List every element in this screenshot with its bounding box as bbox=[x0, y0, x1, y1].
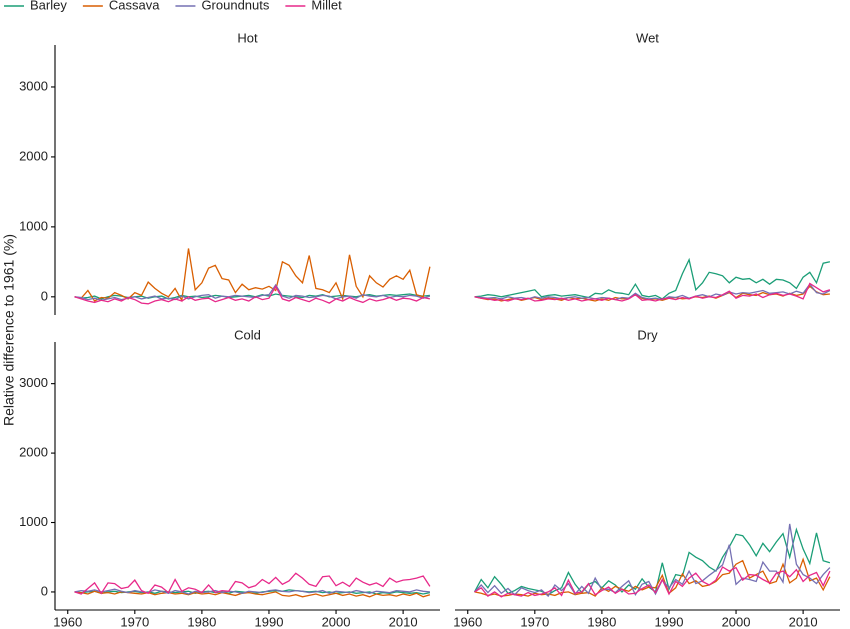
x-tick-label: 1990 bbox=[655, 614, 684, 629]
x-tick-label: 2000 bbox=[722, 614, 751, 629]
series-line bbox=[474, 523, 831, 598]
series-line bbox=[74, 283, 431, 301]
y-tick-label: 3000 bbox=[19, 375, 48, 390]
x-tick-label: 1980 bbox=[587, 614, 616, 629]
series-line bbox=[74, 248, 431, 303]
y-tick-label: 1000 bbox=[19, 514, 48, 529]
y-tick-label: 2000 bbox=[19, 148, 48, 163]
series-line bbox=[474, 283, 831, 301]
x-tick-label: 1970 bbox=[120, 614, 149, 629]
panel-title: Dry bbox=[637, 327, 658, 342]
series-line bbox=[74, 572, 431, 595]
x-tick-label: 1990 bbox=[255, 614, 284, 629]
panel-title: Wet bbox=[636, 30, 659, 45]
panel-title: Cold bbox=[234, 327, 261, 342]
legend-label: Millet bbox=[311, 0, 342, 12]
x-tick-label: 2010 bbox=[789, 614, 818, 629]
legend-label: Groundnuts bbox=[201, 0, 269, 12]
series-line bbox=[474, 257, 831, 300]
x-tick-label: 1960 bbox=[453, 614, 482, 629]
series-line bbox=[74, 284, 431, 305]
y-tick-label: 0 bbox=[41, 288, 48, 303]
x-tick-label: 2000 bbox=[322, 614, 351, 629]
series-line bbox=[74, 588, 430, 595]
y-tick-label: 3000 bbox=[19, 78, 48, 93]
y-axis-label: Relative difference to 1961 (%) bbox=[1, 234, 17, 426]
x-tick-label: 2010 bbox=[389, 614, 418, 629]
series-line bbox=[474, 566, 831, 598]
y-tick-label: 0 bbox=[41, 583, 48, 598]
x-tick-label: 1960 bbox=[53, 614, 82, 629]
series-line bbox=[473, 527, 831, 596]
y-tick-label: 1000 bbox=[19, 218, 48, 233]
series-line bbox=[74, 590, 431, 598]
y-tick-label: 2000 bbox=[19, 445, 48, 460]
x-tick-label: 1980 bbox=[187, 614, 216, 629]
series-line bbox=[474, 282, 831, 302]
legend-label: Barley bbox=[30, 0, 67, 12]
legend-label: Cassava bbox=[109, 0, 160, 12]
panel-title: Hot bbox=[237, 30, 258, 45]
x-tick-label: 1970 bbox=[520, 614, 549, 629]
